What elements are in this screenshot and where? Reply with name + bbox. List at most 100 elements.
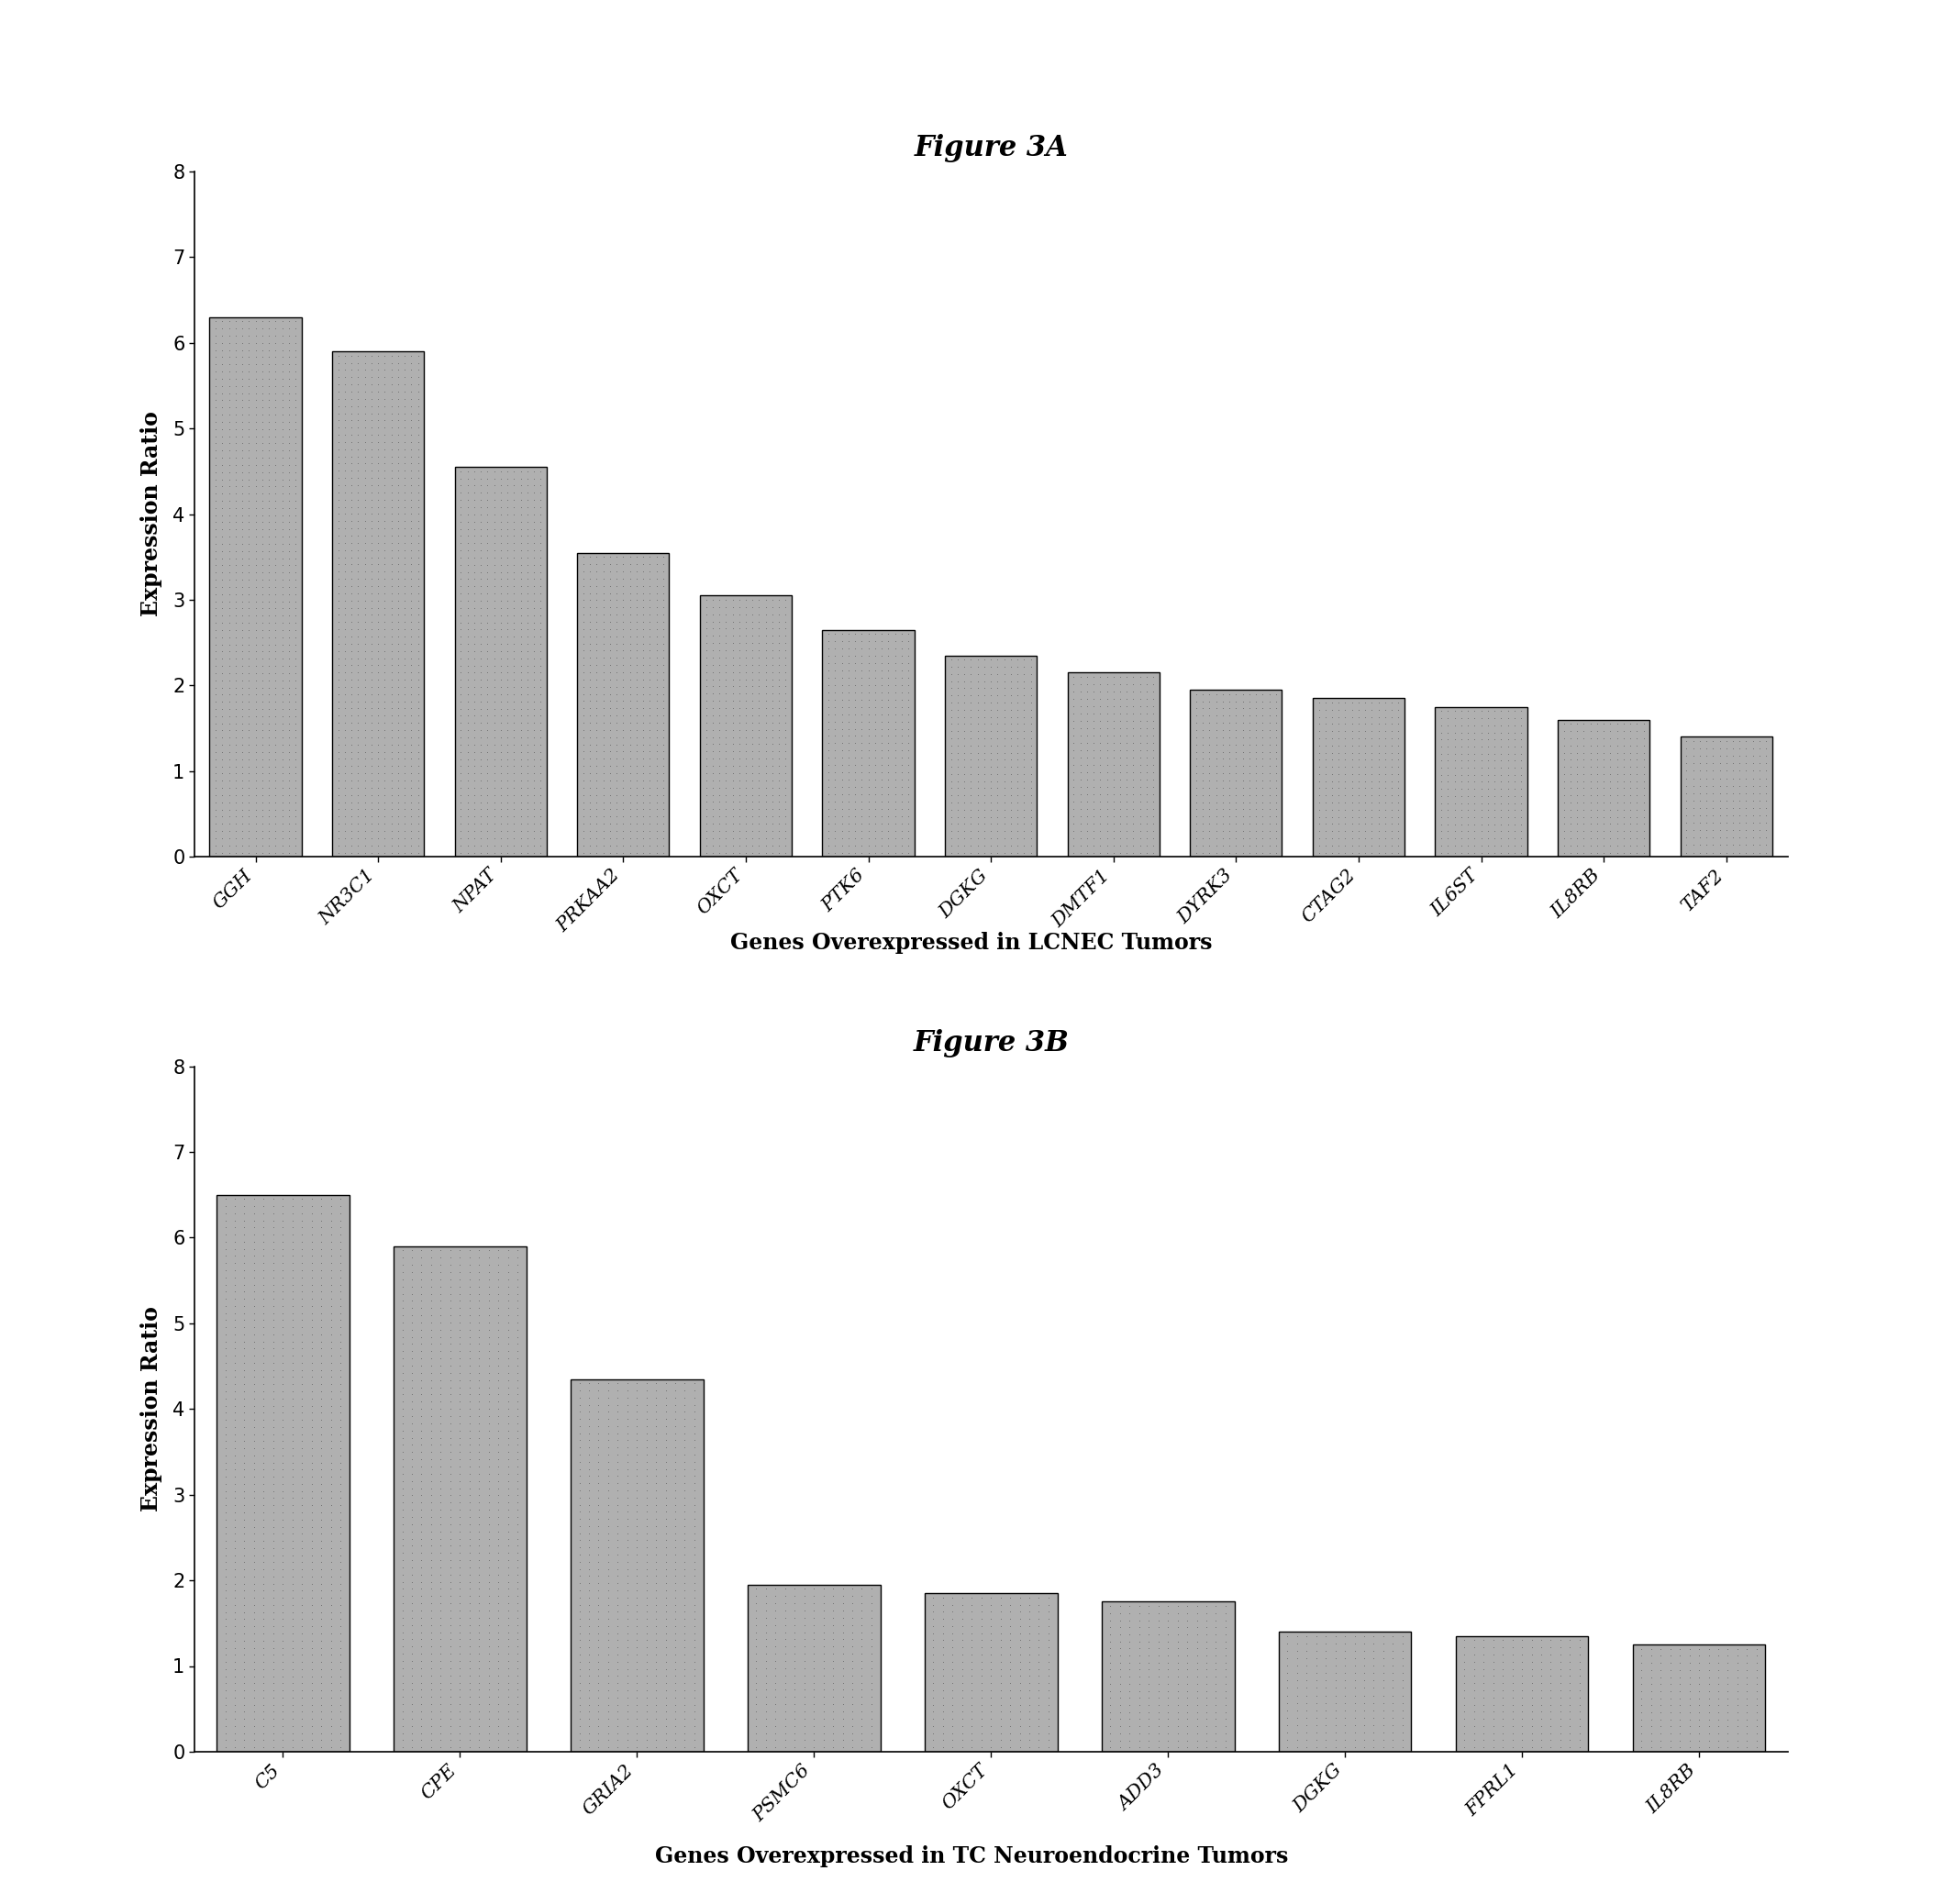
Point: [426, 1430, 457, 1460]
Point: [387, 1272, 418, 1302]
Point: [1609, 773, 1640, 803]
Point: [445, 1575, 476, 1605]
Point: [1096, 1592, 1127, 1622]
Point: [1525, 1653, 1556, 1683]
Point: [731, 809, 762, 840]
Point: [486, 823, 517, 853]
Point: [1191, 1712, 1222, 1742]
Point: [200, 758, 231, 788]
Point: [608, 613, 639, 644]
Point: [581, 548, 612, 579]
Point: [1304, 758, 1335, 788]
Point: [492, 1523, 523, 1554]
Point: [962, 729, 993, 760]
Point: [1253, 779, 1284, 809]
Point: [519, 571, 550, 602]
Point: [1636, 1704, 1667, 1735]
Point: [1595, 752, 1626, 783]
Point: [956, 744, 987, 775]
Point: [668, 1546, 699, 1577]
Point: [1193, 685, 1224, 716]
Point: [1432, 760, 1463, 790]
Point: [1358, 1710, 1389, 1740]
Point: [1139, 815, 1170, 845]
Point: [486, 708, 517, 739]
Point: [1446, 838, 1477, 868]
Point: [492, 1415, 523, 1445]
Point: [1702, 1712, 1733, 1742]
Point: [305, 1226, 336, 1257]
Point: [253, 657, 284, 687]
Point: [717, 823, 748, 853]
Point: [286, 1418, 317, 1449]
Point: [1329, 695, 1360, 725]
Point: [499, 543, 530, 573]
Point: [396, 362, 427, 392]
Point: [946, 1647, 977, 1677]
Point: [1692, 1725, 1723, 1755]
Point: [280, 729, 311, 760]
Point: [239, 1382, 270, 1413]
Point: [1378, 1651, 1409, 1681]
Bar: [394, 1245, 527, 1752]
Point: [239, 1462, 270, 1493]
Point: [229, 1299, 260, 1329]
Point: [305, 1247, 336, 1278]
Point: [227, 809, 258, 840]
Point: [1486, 752, 1517, 783]
Point: [1104, 838, 1135, 868]
Point: [956, 788, 987, 819]
Point: [1498, 817, 1529, 847]
Point: [472, 550, 503, 581]
Point: [402, 838, 433, 868]
Point: [567, 729, 598, 760]
Point: [826, 823, 857, 853]
Point: [769, 773, 801, 803]
Point: [927, 1624, 958, 1655]
Point: [206, 579, 237, 609]
Point: [981, 680, 1012, 710]
Point: [970, 809, 1001, 840]
Point: [330, 413, 361, 444]
Point: [981, 672, 1012, 703]
Point: [1506, 1668, 1537, 1698]
Point: [286, 1426, 317, 1457]
Point: [1220, 779, 1251, 809]
Point: [286, 1455, 317, 1485]
Point: [995, 1624, 1026, 1655]
Point: [760, 1733, 791, 1763]
Point: [1142, 1618, 1174, 1649]
Point: [324, 1434, 356, 1464]
Point: [1152, 1668, 1183, 1698]
Point: [482, 1438, 513, 1468]
Point: [464, 586, 495, 617]
Point: [445, 1596, 476, 1626]
Point: [985, 1676, 1016, 1706]
Point: [633, 672, 665, 703]
Point: [511, 514, 542, 545]
Point: [241, 436, 272, 466]
Point: [602, 1411, 633, 1441]
Point: [1339, 1702, 1370, 1733]
Point: [233, 436, 264, 466]
Point: [723, 636, 754, 666]
Point: [280, 636, 311, 666]
Point: [789, 1639, 820, 1670]
Point: [214, 644, 245, 674]
Point: [633, 773, 665, 803]
Point: [678, 1647, 709, 1677]
Point: [1201, 765, 1232, 796]
Point: [396, 564, 427, 594]
Point: [478, 672, 509, 703]
Point: [305, 1283, 336, 1314]
Point: [1626, 1696, 1657, 1727]
Point: [1358, 1679, 1389, 1710]
Point: [595, 708, 626, 739]
Point: [258, 1491, 290, 1521]
Point: [583, 1575, 614, 1605]
Point: [249, 1554, 280, 1584]
Point: [210, 1447, 241, 1478]
Point: [276, 1597, 307, 1628]
Point: [651, 1481, 682, 1512]
Point: [258, 1205, 290, 1236]
